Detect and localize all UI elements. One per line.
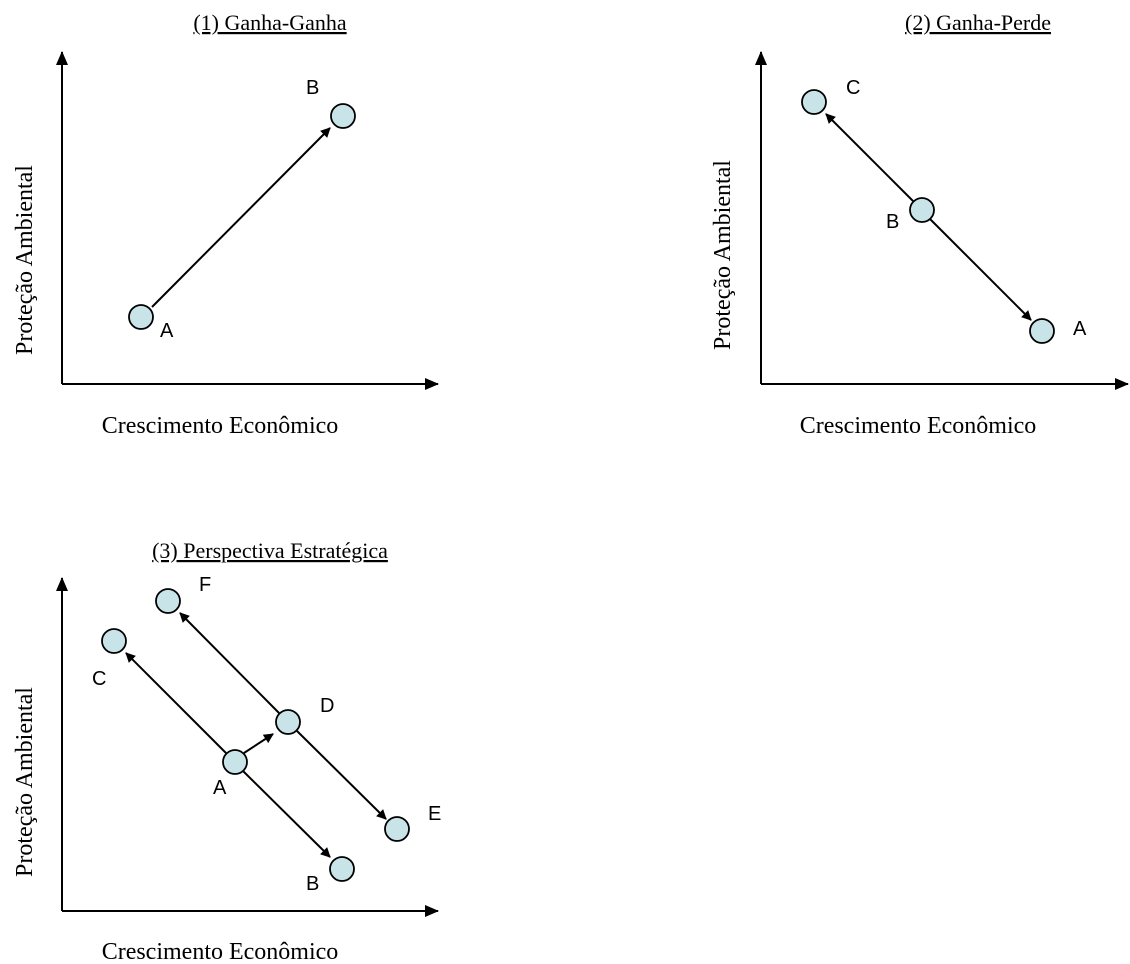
- node-f: [155, 588, 181, 614]
- node-c: [801, 89, 827, 115]
- arrow-a-to-c: [125, 652, 227, 754]
- arrow-a-to-b: [151, 127, 331, 308]
- panel-title: (2) Ganha-Perde: [905, 10, 1051, 35]
- x-axis-label: Crescimento Econômico: [800, 413, 1037, 439]
- node-b: [329, 856, 355, 882]
- node-label-d: D: [320, 695, 334, 717]
- node-c: [101, 628, 127, 654]
- y-axis-label: Proteção Ambiental: [12, 165, 38, 355]
- arrow-b-to-c: [825, 113, 914, 202]
- arrow-a-to-b: [242, 770, 331, 858]
- node-label-a: A: [160, 320, 174, 342]
- node-label-c: C: [846, 77, 860, 99]
- panel-ganha-perde: (2) Ganha-Perde Proteção Ambiental Cresc…: [710, 10, 1129, 439]
- panel-title: (3) Perspectiva Estratégica: [152, 538, 388, 563]
- arrow-d-to-e: [296, 730, 387, 820]
- node-label-f: F: [199, 574, 211, 596]
- node-b: [909, 197, 935, 223]
- node-label-b: B: [306, 77, 319, 99]
- arrow-d-to-f: [179, 612, 281, 715]
- node-d: [275, 709, 301, 735]
- node-label-c: C: [92, 668, 106, 690]
- y-axis-label: Proteção Ambiental: [710, 160, 736, 350]
- node-label-b: B: [886, 211, 899, 233]
- node-label-a: A: [1073, 318, 1087, 340]
- panel-ganha-ganha: (1) Ganha-Ganha Proteção Ambiental Cresc…: [12, 10, 439, 439]
- arrow-a-to-d: [243, 733, 274, 754]
- panel-title: (1) Ganha-Ganha: [193, 10, 347, 35]
- node-a: [222, 749, 248, 775]
- arrow-b-to-a: [929, 218, 1032, 321]
- node-label-a: A: [213, 777, 227, 799]
- node-a: [128, 304, 154, 330]
- x-axis-label: Crescimento Econômico: [102, 939, 339, 964]
- x-axis-label: Crescimento Econômico: [102, 413, 339, 439]
- y-axis-label: Proteção Ambiental: [12, 687, 38, 877]
- node-label-b: B: [306, 873, 319, 895]
- node-a: [1029, 318, 1055, 344]
- node-label-e: E: [428, 803, 441, 825]
- node-b: [330, 103, 356, 129]
- panel-perspectiva-estrategica: (3) Perspectiva Estratégica Proteção Amb…: [12, 538, 441, 964]
- node-e: [384, 816, 410, 842]
